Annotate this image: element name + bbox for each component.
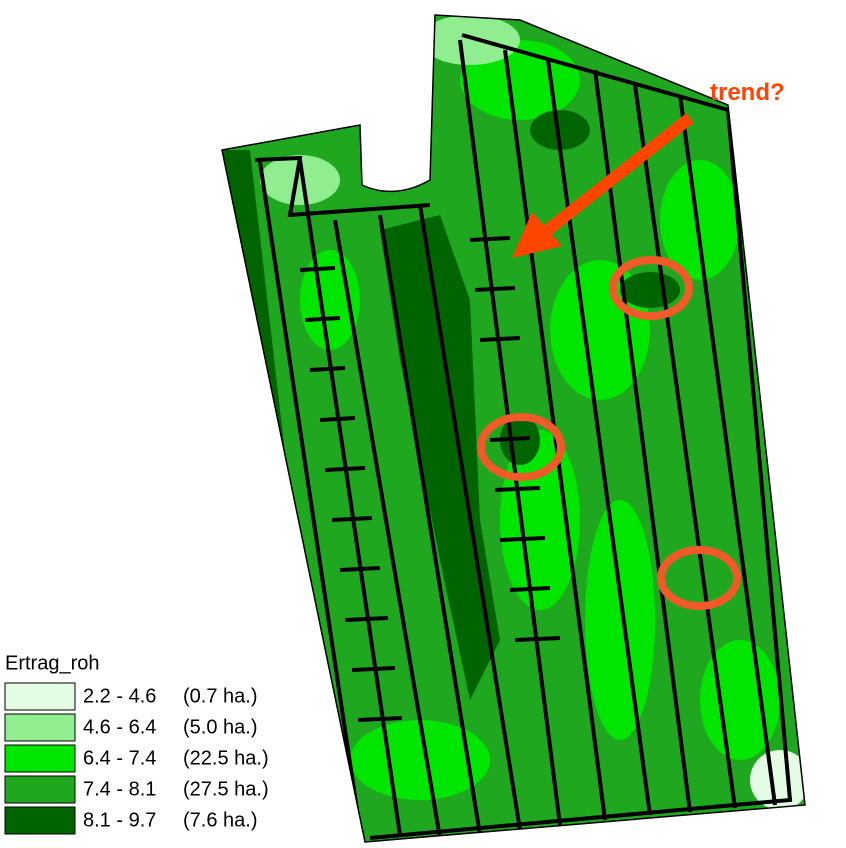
legend-area: (5.0 ha.) — [183, 716, 257, 738]
yield-field — [200, 0, 820, 848]
legend: Ertrag_roh 2.2 - 4.6 (0.7 ha.) 4.6 - 6.4 (5… — [5, 652, 269, 834]
legend-range: 2.2 - 4.6 — [83, 685, 156, 707]
legend-swatch — [5, 776, 75, 803]
legend-title: Ertrag_roh — [5, 652, 100, 674]
legend-swatch — [5, 683, 75, 710]
legend-swatch — [5, 714, 75, 741]
legend-area: (7.6 ha.) — [183, 809, 257, 831]
legend-range: 4.6 - 6.4 — [83, 716, 156, 738]
legend-swatch — [5, 745, 75, 772]
legend-area: (22.5 ha.) — [183, 747, 269, 769]
legend-area: (27.5 ha.) — [183, 778, 269, 800]
annotation: trend? — [710, 79, 785, 106]
map: trend? Ertrag_roh 2.2 - 4.6 (0.7 ha.) 4.6 … — [0, 0, 846, 848]
legend-range: 7.4 - 8.1 — [83, 778, 156, 800]
legend-area: (0.7 ha.) — [183, 685, 257, 707]
legend-range: 8.1 - 9.7 — [83, 809, 156, 831]
legend-swatch — [5, 807, 75, 834]
legend-range: 6.4 - 7.4 — [83, 747, 156, 769]
